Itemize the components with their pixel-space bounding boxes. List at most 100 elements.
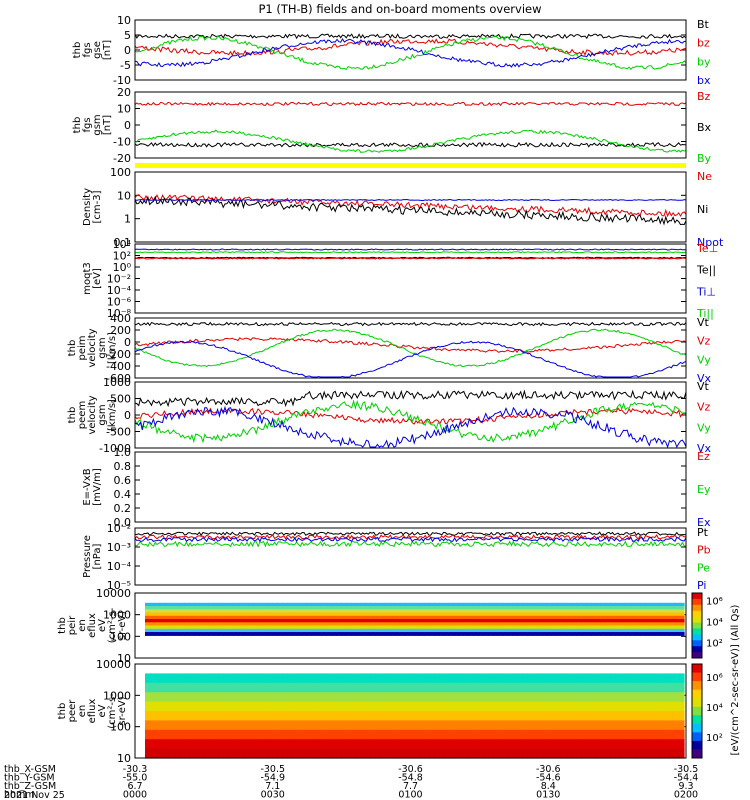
spectrogram-cell bbox=[532, 609, 538, 614]
spectrogram-cell bbox=[659, 720, 665, 726]
spectrogram-cell bbox=[316, 720, 322, 726]
spectrogram-cell bbox=[654, 625, 661, 630]
y-tick-label: -500 bbox=[106, 426, 131, 439]
spectrogram-cell bbox=[492, 701, 499, 707]
spectrogram-cell bbox=[341, 739, 347, 745]
spectrogram-cell bbox=[385, 706, 391, 712]
spectrogram-cell bbox=[566, 678, 572, 684]
spectrogram-cell bbox=[311, 725, 318, 731]
spectrogram-cell bbox=[213, 734, 220, 740]
spectrogram-cell bbox=[644, 609, 651, 614]
spectrogram-cell bbox=[537, 673, 543, 679]
spectrogram-cell bbox=[380, 619, 386, 623]
spectrogram-cell bbox=[458, 615, 465, 620]
spectrogram-cell bbox=[483, 673, 489, 679]
spectrogram-cell bbox=[522, 619, 528, 623]
spectrogram-cell bbox=[497, 725, 504, 731]
x-tick-label: 0130 bbox=[536, 790, 560, 800]
spectrogram-cell bbox=[164, 748, 171, 754]
spectrogram-cell bbox=[154, 632, 161, 636]
x-tick-label: 9.3 bbox=[678, 781, 693, 792]
spectrogram-cell bbox=[654, 725, 661, 731]
spectrogram-cell bbox=[492, 711, 499, 717]
spectrogram-cell bbox=[198, 625, 205, 630]
spectrogram-cell bbox=[174, 739, 180, 745]
spectrogram-cell bbox=[439, 682, 445, 689]
spectrogram-cell bbox=[262, 734, 269, 740]
x-tick-label: 0200 bbox=[674, 790, 698, 800]
spectrogram-cell bbox=[483, 711, 489, 717]
spectrogram-cell bbox=[394, 739, 401, 745]
spectrogram-cell bbox=[233, 622, 239, 627]
spectrogram-cell bbox=[537, 725, 543, 731]
spectrogram-cell bbox=[635, 743, 641, 750]
spectrogram-cell bbox=[512, 734, 518, 740]
spectrogram-cell bbox=[644, 748, 651, 754]
spectrogram-cell bbox=[488, 748, 494, 754]
spectrogram-cell bbox=[448, 725, 455, 731]
spectrogram-cell bbox=[551, 615, 558, 620]
spectrogram-cell bbox=[669, 734, 675, 740]
spectrogram-cell bbox=[370, 615, 376, 620]
spectrogram-cell bbox=[292, 687, 298, 693]
spectrogram-cell bbox=[541, 612, 548, 617]
spectrogram-cell bbox=[164, 701, 171, 707]
spectrogram-cell bbox=[478, 606, 484, 610]
spectrogram-cell bbox=[345, 628, 352, 633]
spectrogram-cell bbox=[439, 612, 445, 617]
spectrogram-cell bbox=[497, 619, 504, 623]
spectrogram-cell bbox=[267, 734, 273, 740]
colorbar-frame bbox=[691, 663, 703, 759]
spectrogram-cell bbox=[380, 711, 386, 717]
spectrogram-cell bbox=[434, 711, 440, 717]
spectrogram-cell bbox=[277, 682, 283, 689]
spectrogram-cell bbox=[620, 625, 626, 630]
spectrogram-cell bbox=[326, 687, 332, 693]
spectrogram-cell bbox=[478, 715, 484, 721]
spectrogram-cell bbox=[448, 734, 455, 740]
spectrogram-cell bbox=[679, 632, 685, 636]
spectrogram-cell bbox=[375, 753, 381, 759]
spectrogram-cell bbox=[306, 734, 313, 740]
spectrogram-cell bbox=[350, 739, 357, 745]
spectrogram-cell bbox=[409, 602, 416, 607]
spectrogram-cell bbox=[355, 692, 362, 698]
spectrogram-cell bbox=[625, 602, 631, 607]
spectrogram-cell bbox=[581, 673, 587, 679]
spectrogram-cell bbox=[507, 753, 514, 759]
spectrogram-cell bbox=[326, 739, 332, 745]
colorbar-segment bbox=[692, 723, 702, 733]
spectrogram-cell bbox=[590, 743, 597, 750]
spectrogram-cell bbox=[630, 711, 636, 717]
spectrogram-cell bbox=[605, 725, 612, 731]
spectrogram-cell bbox=[399, 720, 406, 726]
spectrogram-cell bbox=[164, 609, 171, 614]
spectrogram-cell bbox=[145, 748, 151, 754]
spectrogram-cell bbox=[296, 673, 303, 679]
spectrogram-cell bbox=[164, 729, 171, 736]
y-axis-label: (cm²-s- bbox=[107, 607, 118, 643]
spectrogram-cell bbox=[390, 701, 396, 707]
spectrogram-cell bbox=[669, 682, 675, 689]
spectrogram-cell bbox=[586, 734, 592, 740]
spectrogram-cell bbox=[355, 701, 362, 707]
spectrogram-cell bbox=[311, 743, 318, 750]
spectrogram-cell bbox=[375, 632, 381, 636]
spectrogram-cell bbox=[434, 701, 440, 707]
spectrogram-cell bbox=[468, 753, 474, 759]
spectrogram-cell bbox=[306, 753, 313, 759]
spectrogram-cell bbox=[561, 602, 567, 607]
spectrogram-cell bbox=[620, 678, 626, 684]
spectrogram-cell bbox=[414, 729, 420, 736]
spectrogram-cell bbox=[492, 632, 499, 636]
spectrogram-cell bbox=[502, 715, 509, 721]
spectrogram-cell bbox=[380, 612, 386, 617]
spectrogram-cell bbox=[679, 753, 685, 759]
spectrogram-cell bbox=[576, 622, 582, 627]
spectrogram-cell bbox=[159, 606, 166, 610]
spectrogram-cell bbox=[517, 615, 523, 620]
colorbar-label: [eV/(cm^2-sec-sr-eV)] (All Qs) bbox=[730, 604, 741, 755]
spectrogram-cell bbox=[174, 725, 180, 731]
spectrogram-cell bbox=[424, 673, 430, 679]
y-tick-label: 5 bbox=[124, 29, 131, 42]
